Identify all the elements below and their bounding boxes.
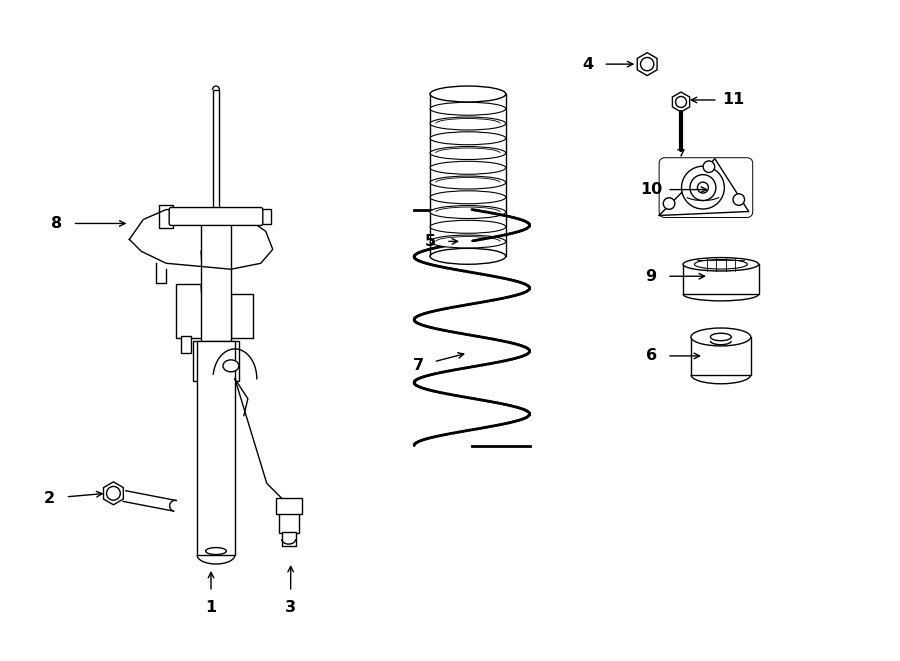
Ellipse shape: [683, 258, 759, 271]
Polygon shape: [637, 53, 657, 75]
Bar: [201, 217, 231, 341]
FancyBboxPatch shape: [169, 208, 263, 225]
Circle shape: [698, 182, 708, 193]
Text: 4: 4: [582, 57, 593, 71]
Bar: [259, 208, 271, 225]
Text: 10: 10: [640, 182, 662, 197]
Circle shape: [681, 166, 724, 209]
Bar: [212, 90, 220, 210]
Ellipse shape: [430, 220, 506, 233]
Text: 6: 6: [645, 348, 657, 364]
Ellipse shape: [710, 333, 732, 340]
Polygon shape: [672, 92, 689, 112]
Ellipse shape: [430, 86, 506, 102]
Ellipse shape: [695, 260, 747, 269]
Ellipse shape: [430, 249, 506, 264]
Ellipse shape: [430, 117, 506, 130]
Bar: [275, 498, 302, 514]
Ellipse shape: [691, 328, 751, 346]
Bar: [231, 294, 253, 338]
Circle shape: [641, 58, 653, 71]
Bar: [176, 284, 204, 338]
Circle shape: [663, 198, 675, 210]
Ellipse shape: [430, 191, 506, 204]
Ellipse shape: [223, 360, 238, 372]
Text: 7: 7: [412, 358, 424, 373]
Bar: [683, 264, 759, 294]
Text: 3: 3: [285, 600, 296, 615]
Circle shape: [676, 97, 687, 108]
Text: 2: 2: [44, 490, 55, 506]
Ellipse shape: [205, 547, 227, 555]
Ellipse shape: [430, 250, 506, 263]
Circle shape: [690, 175, 716, 200]
Circle shape: [106, 486, 121, 500]
Ellipse shape: [430, 132, 506, 145]
Ellipse shape: [639, 65, 655, 69]
Ellipse shape: [430, 206, 506, 219]
Ellipse shape: [430, 102, 506, 115]
Text: 5: 5: [425, 234, 436, 249]
Bar: [197, 341, 235, 555]
Polygon shape: [104, 482, 123, 505]
Ellipse shape: [430, 87, 506, 100]
Ellipse shape: [430, 161, 506, 175]
Bar: [194, 341, 199, 381]
Ellipse shape: [430, 235, 506, 248]
Bar: [159, 204, 173, 229]
Bar: [233, 341, 238, 381]
Text: 9: 9: [645, 269, 657, 284]
Bar: [282, 532, 296, 546]
Bar: [691, 337, 751, 375]
Text: 11: 11: [723, 93, 745, 108]
Bar: [279, 511, 299, 533]
Circle shape: [703, 161, 715, 173]
Text: 8: 8: [51, 216, 62, 231]
Circle shape: [733, 194, 744, 206]
Ellipse shape: [430, 147, 506, 159]
Bar: [181, 336, 191, 354]
Ellipse shape: [430, 176, 506, 189]
Text: 1: 1: [205, 600, 217, 615]
